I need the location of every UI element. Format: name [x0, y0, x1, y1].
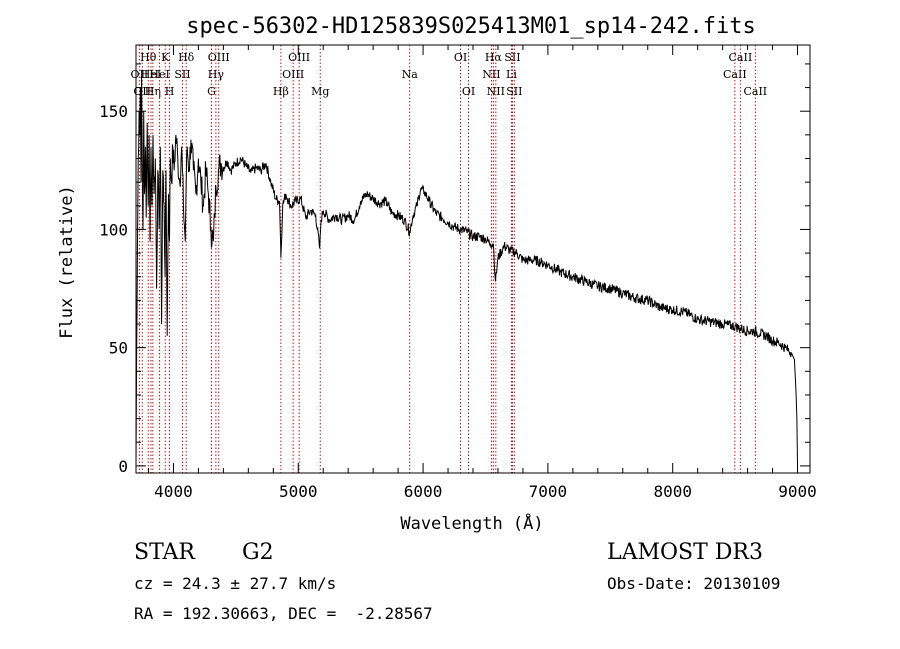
line-label-OI: OI — [454, 51, 467, 64]
chart-title: spec-56302-HD125839S025413M01_sp14-242.f… — [186, 14, 756, 39]
redshift-text: cz = 24.3 ± 27.7 km/s — [134, 574, 337, 593]
y-tick-label: 100 — [99, 220, 128, 239]
line-label-Li: Li — [506, 68, 517, 81]
x-axis-label: Wavelength (Å) — [400, 512, 543, 534]
line-label-OII: OII — [133, 85, 151, 98]
line-label-SII: SII — [504, 51, 520, 64]
line-label-OI: OI — [462, 85, 475, 98]
spectrum-line — [135, 75, 798, 466]
emission-line-markers: OIIOIIHθHeIHηHeIKHSIIHδGHγOIIIHβOIIIOIII… — [131, 45, 767, 473]
survey-name: LAMOST DR3 — [607, 540, 763, 565]
y-tick-label: 50 — [109, 339, 128, 358]
y-tick-label: 150 — [99, 102, 128, 121]
line-label-Hβ: Hβ — [273, 85, 289, 98]
line-label-HeI: HeI — [149, 68, 169, 81]
line-label-OIII: OIII — [288, 51, 310, 64]
x-tick-label: 7000 — [529, 482, 568, 501]
plot-area — [135, 75, 798, 466]
line-label-CaII: CaII — [743, 85, 767, 98]
spectrum-chart: spec-56302-HD125839S025413M01_sp14-242.f… — [57, 14, 817, 534]
line-label-OIII: OIII — [208, 51, 230, 64]
line-label-OIII: OIII — [282, 68, 304, 81]
x-tick-label: 5000 — [279, 482, 318, 501]
plot-frame — [135, 44, 811, 474]
y-axis-label: Flux (relative) — [57, 185, 77, 339]
line-label-SII: SII — [174, 68, 190, 81]
x-tick-label: 6000 — [404, 482, 443, 501]
line-label-Hγ: Hγ — [208, 68, 225, 81]
x-tick-label: 4000 — [154, 482, 193, 501]
y-tick-label: 0 — [118, 457, 128, 476]
obs-date-text: Obs-Date: 20130109 — [607, 574, 781, 593]
line-label-Hδ: Hδ — [178, 51, 195, 64]
axes: 4000 5000 6000 7000 8000 9000 0 50 100 150 — [99, 44, 817, 501]
line-label-HeI: HeI — [141, 68, 161, 81]
line-label-G: G — [207, 85, 216, 98]
line-label-SII: SII — [506, 85, 522, 98]
line-label-K: K — [161, 51, 170, 64]
spectral-subclass: G2 — [242, 540, 274, 565]
line-label-H: H — [165, 85, 175, 98]
line-label-NII: NII — [487, 85, 505, 98]
object-class: STAR — [134, 540, 195, 565]
line-label-Hθ: Hθ — [140, 51, 157, 64]
line-label-NII: NII — [482, 68, 500, 81]
line-label-Mg: Mg — [311, 85, 329, 98]
line-label-OII: OII — [131, 68, 149, 81]
line-label-CaII: CaII — [729, 51, 753, 64]
x-tick-label: 8000 — [653, 482, 692, 501]
x-tick-label: 9000 — [778, 482, 817, 501]
line-label-Hη: Hη — [145, 85, 161, 98]
line-label-Hα: Hα — [485, 51, 503, 64]
line-label-Na: Na — [402, 68, 419, 81]
coordinates-text: RA = 192.30663, DEC = -2.28567 — [134, 604, 433, 623]
line-label-CaII: CaII — [723, 68, 747, 81]
